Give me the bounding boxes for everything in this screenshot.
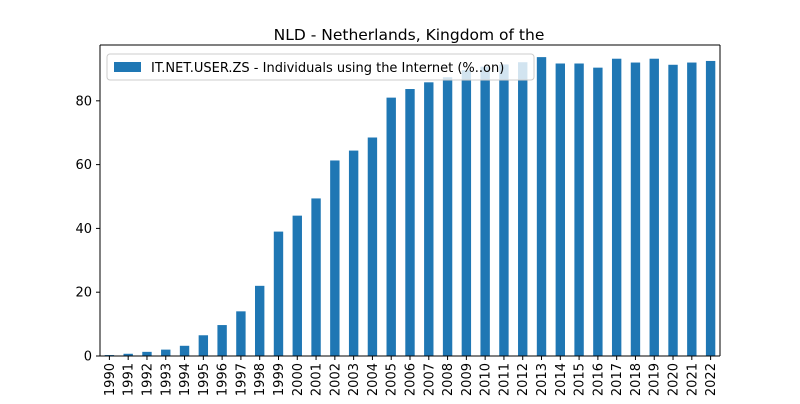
bar-1997 [236,311,246,356]
bars-group [104,57,716,357]
x-tick-label: 2021 [685,363,700,396]
x-tick-label: 2016 [591,363,606,396]
x-tick-label: 2013 [535,363,550,396]
x-tick-label: 2008 [441,363,456,396]
y-tick-label: 0 [84,350,92,365]
x-tick-label: 2009 [460,363,475,396]
bar-2007 [424,82,434,356]
bar-1996 [217,325,227,356]
bar-1999 [273,231,284,356]
x-tick-label: 2011 [497,363,512,396]
y-tick-label: 60 [75,158,92,173]
x-tick-label: 1994 [178,363,193,396]
x-tick-label: 2007 [422,363,437,396]
bar-2015 [574,63,584,356]
legend: IT.NET.USER.ZS - Individuals using the I… [106,53,535,81]
x-tick-label: 1991 [122,363,137,396]
x-tick-label: 1998 [253,363,268,396]
x-tick-label: 2002 [328,363,343,396]
x-tick-label: 2001 [310,363,325,396]
bar-2011 [499,64,509,357]
legend-label: IT.NET.USER.ZS - Individuals using the I… [151,61,504,76]
bar-2013 [536,57,547,357]
x-tick-label: 2004 [366,363,381,396]
bar-2008 [442,77,453,356]
x-tick-label: 1995 [197,363,212,396]
bar-2022 [705,60,716,356]
y-tick-label: 80 [75,94,92,109]
x-tick-label: 1997 [234,363,249,396]
y-tick-label: 40 [75,222,92,237]
bar-2020 [668,64,678,356]
bar-2018 [630,62,641,356]
x-tick-label: 1999 [272,363,287,396]
x-tick-label: 1993 [159,363,174,396]
x-tick-label: 2014 [554,363,569,396]
y-tick-label: 20 [75,286,92,301]
bar-2001 [311,198,321,356]
x-tick-label: 2010 [479,363,494,396]
bar-2021 [687,62,697,356]
bar-2014 [555,63,565,356]
x-tick-label: 2022 [704,363,719,396]
x-tick-label: 2019 [648,363,663,396]
bar-2002 [330,160,340,356]
bar-1992 [142,351,152,356]
bar-2005 [386,97,396,356]
legend-box [106,53,535,81]
bar-2017 [611,58,622,356]
bar-2016 [593,67,603,357]
bar-2004 [367,137,378,356]
bar-1993 [161,349,171,356]
bar-2000 [292,215,302,356]
x-tick-label: 1990 [103,363,118,396]
bar-2009 [461,70,472,356]
x-tick-label: 2020 [667,363,682,396]
x-tick-label: 2012 [516,363,531,396]
x-tick-label: 2003 [347,363,362,396]
bar-2010 [480,66,490,356]
chart-title: NLD - Netherlands, Kingdom of the [274,26,545,44]
x-tick-label: 1996 [216,363,231,396]
bar-1998 [255,285,265,356]
x-tick-label: 2017 [610,363,625,396]
bar-1991 [123,353,133,356]
x-tick-label: 2000 [291,363,306,396]
x-tick-label: 2006 [404,363,419,396]
x-tick-label: 1992 [140,363,155,396]
x-tick-label: 2005 [385,363,400,396]
bar-2012 [518,62,528,356]
bar-1995 [198,335,209,356]
bar-1994 [179,345,190,356]
x-tick-label: 2015 [573,363,588,396]
bar-2003 [348,150,359,356]
bar-2006 [405,89,415,357]
x-tick-label: 2018 [629,363,644,396]
bar-2019 [649,58,659,356]
legend-swatch [114,62,141,72]
